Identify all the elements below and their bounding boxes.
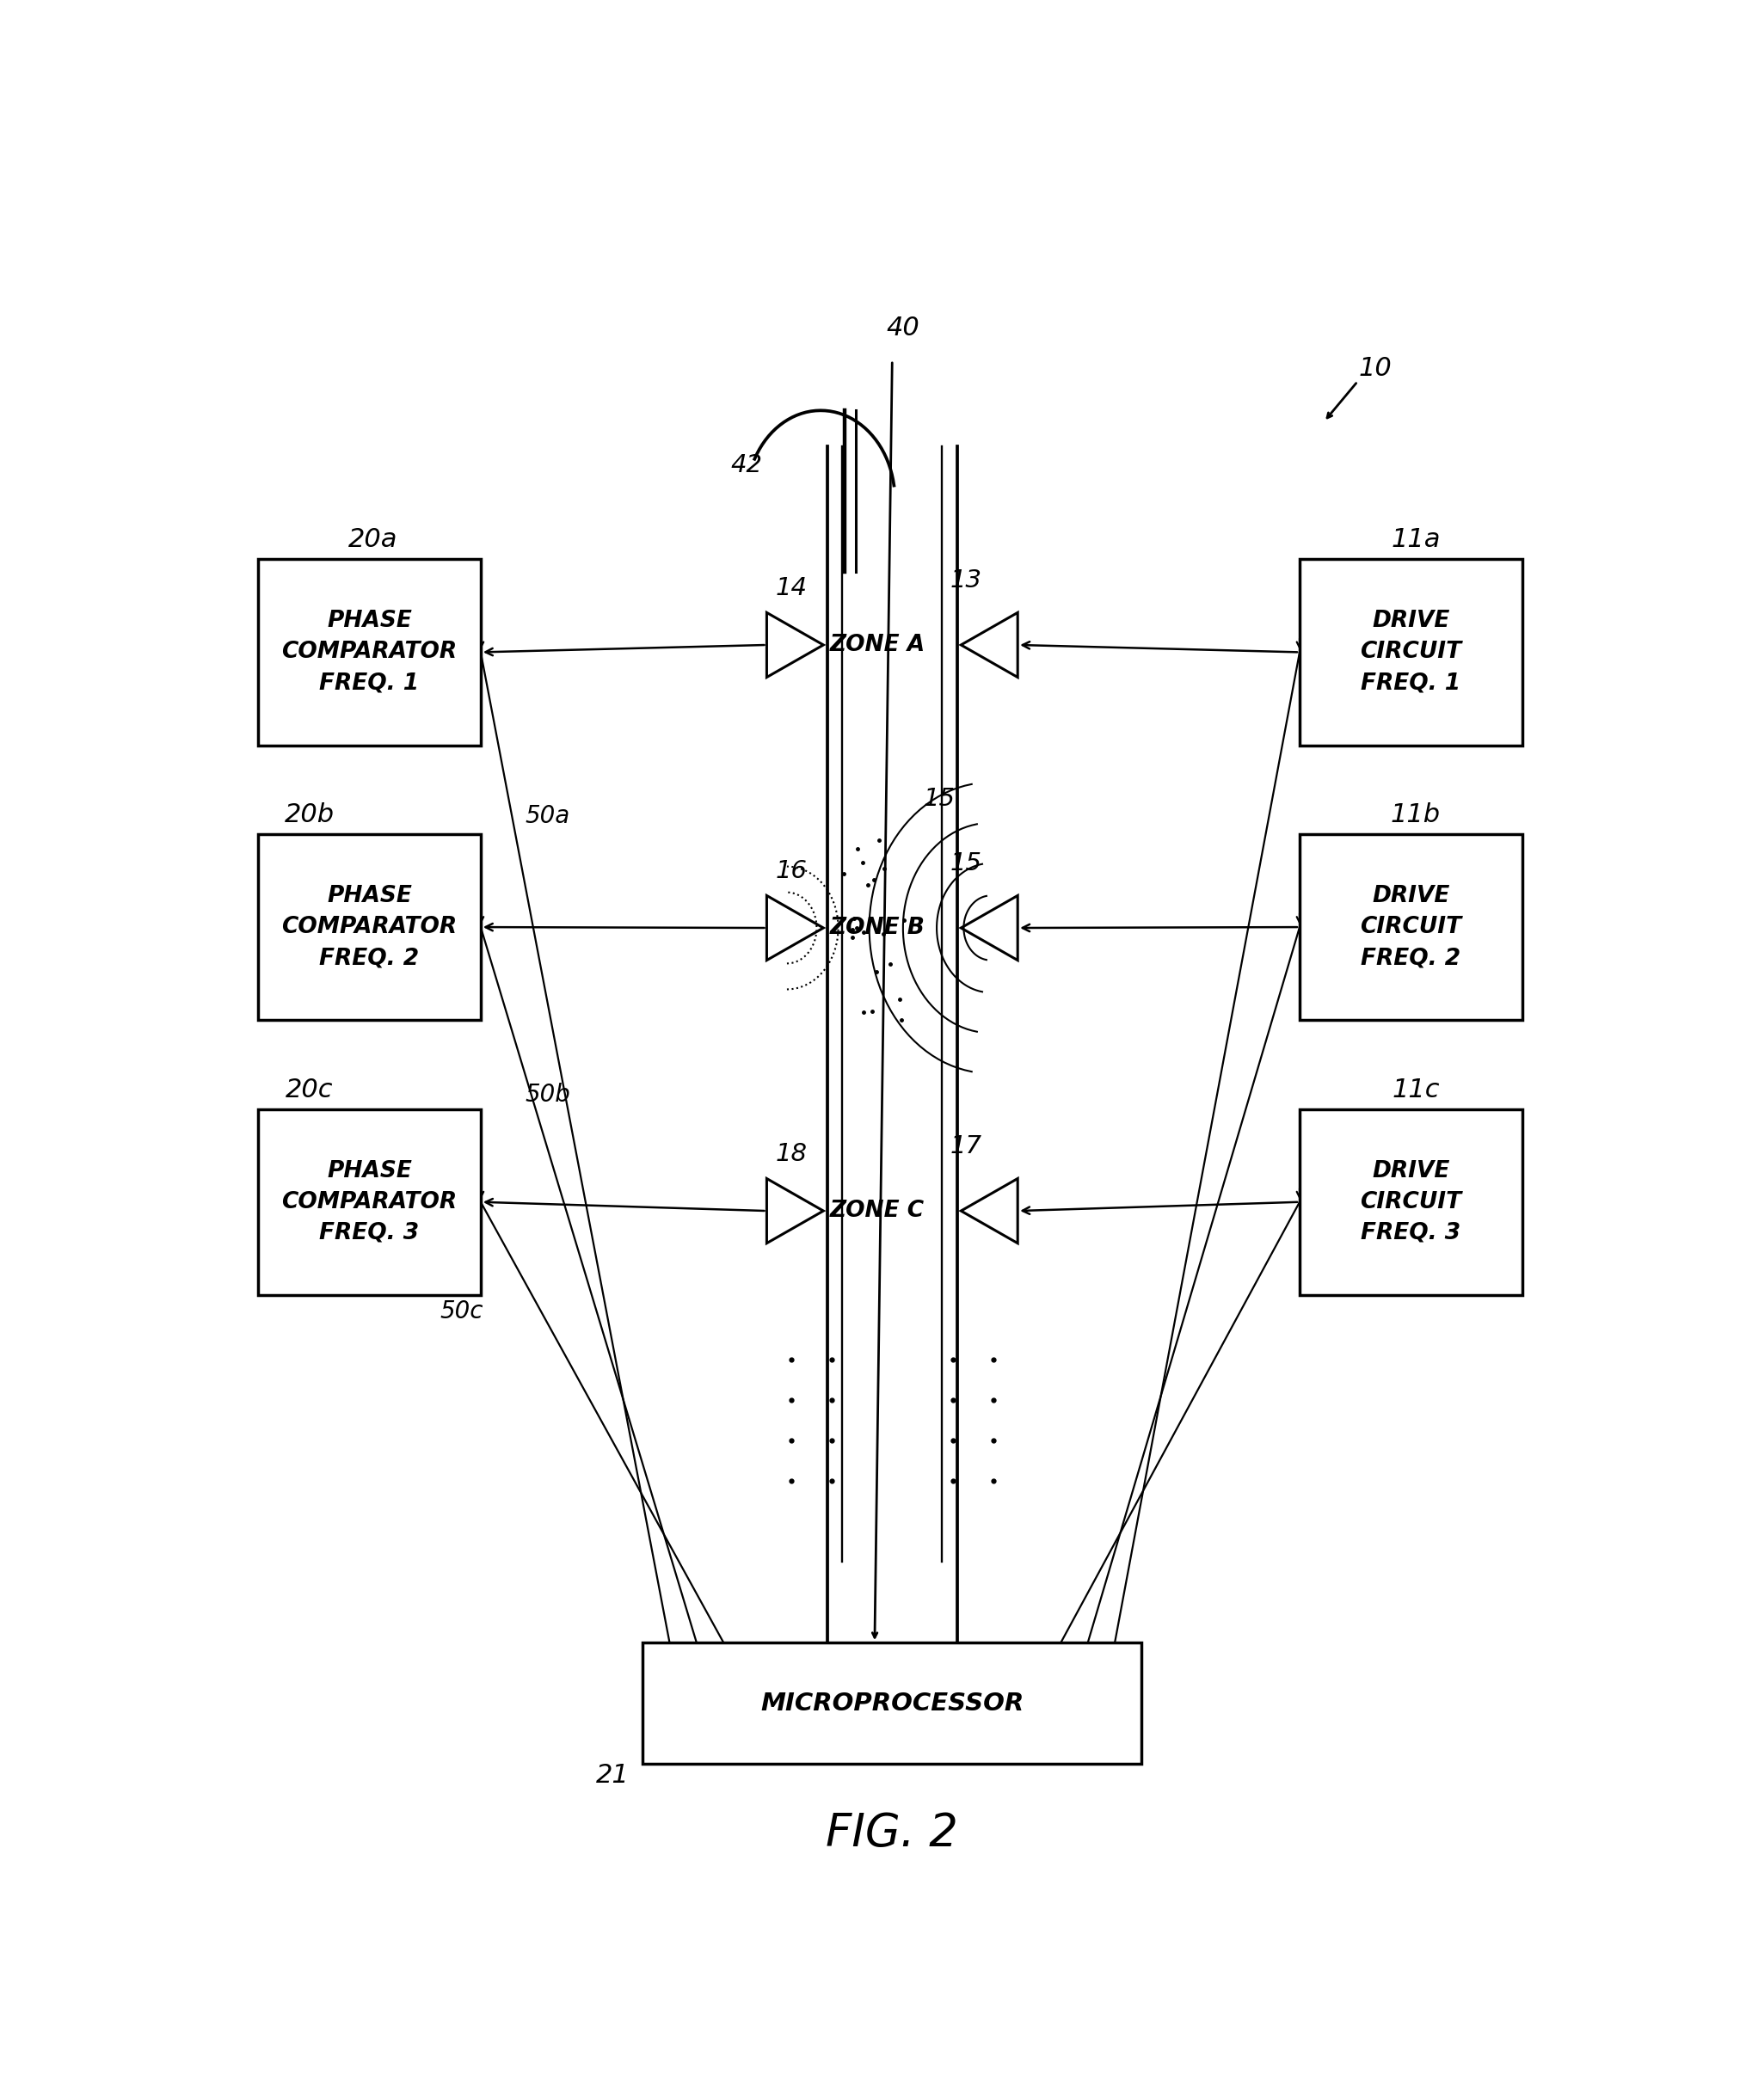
Text: 20c: 20c	[285, 1077, 332, 1103]
Text: 50b: 50b	[525, 1082, 571, 1107]
Text: DRIVE
CIRCUIT
FREQ. 1: DRIVE CIRCUIT FREQ. 1	[1359, 611, 1462, 695]
FancyBboxPatch shape	[1300, 1109, 1521, 1296]
Text: ZONE B: ZONE B	[830, 918, 926, 939]
Text: 10: 10	[1357, 357, 1392, 380]
Text: PHASE
COMPARATOR
FREQ. 2: PHASE COMPARATOR FREQ. 2	[282, 884, 458, 970]
Text: DRIVE
CIRCUIT
FREQ. 2: DRIVE CIRCUIT FREQ. 2	[1359, 884, 1462, 970]
Text: PHASE
COMPARATOR
FREQ. 1: PHASE COMPARATOR FREQ. 1	[282, 611, 458, 695]
FancyBboxPatch shape	[1300, 834, 1521, 1021]
Text: 50a: 50a	[525, 804, 571, 827]
Text: ZONE A: ZONE A	[830, 634, 926, 655]
Text: 14: 14	[774, 575, 807, 601]
Text: 50c: 50c	[440, 1300, 484, 1323]
Text: MICROPROCESSOR: MICROPROCESSOR	[760, 1691, 1023, 1716]
Text: 16: 16	[774, 859, 807, 884]
FancyBboxPatch shape	[1300, 559, 1521, 745]
Text: 42: 42	[731, 454, 762, 477]
Text: PHASE
COMPARATOR
FREQ. 3: PHASE COMPARATOR FREQ. 3	[282, 1159, 458, 1243]
Text: 20a: 20a	[348, 527, 397, 552]
Text: 40: 40	[886, 315, 919, 340]
Text: 20b: 20b	[284, 802, 334, 827]
Text: 17: 17	[950, 1134, 981, 1159]
Text: 15: 15	[950, 851, 981, 876]
Text: 13: 13	[950, 569, 981, 592]
Text: 11b: 11b	[1390, 802, 1441, 827]
FancyBboxPatch shape	[258, 559, 480, 745]
Text: 18: 18	[774, 1142, 807, 1166]
Text: 15: 15	[922, 788, 955, 811]
Text: DRIVE
CIRCUIT
FREQ. 3: DRIVE CIRCUIT FREQ. 3	[1359, 1159, 1462, 1243]
FancyBboxPatch shape	[642, 1642, 1141, 1764]
Text: 11a: 11a	[1390, 527, 1439, 552]
Text: 11c: 11c	[1390, 1077, 1439, 1103]
Text: FIG. 2: FIG. 2	[826, 1810, 957, 1856]
Text: 21: 21	[595, 1762, 628, 1787]
Text: ZONE C: ZONE C	[830, 1199, 924, 1222]
FancyBboxPatch shape	[258, 1109, 480, 1296]
FancyBboxPatch shape	[258, 834, 480, 1021]
